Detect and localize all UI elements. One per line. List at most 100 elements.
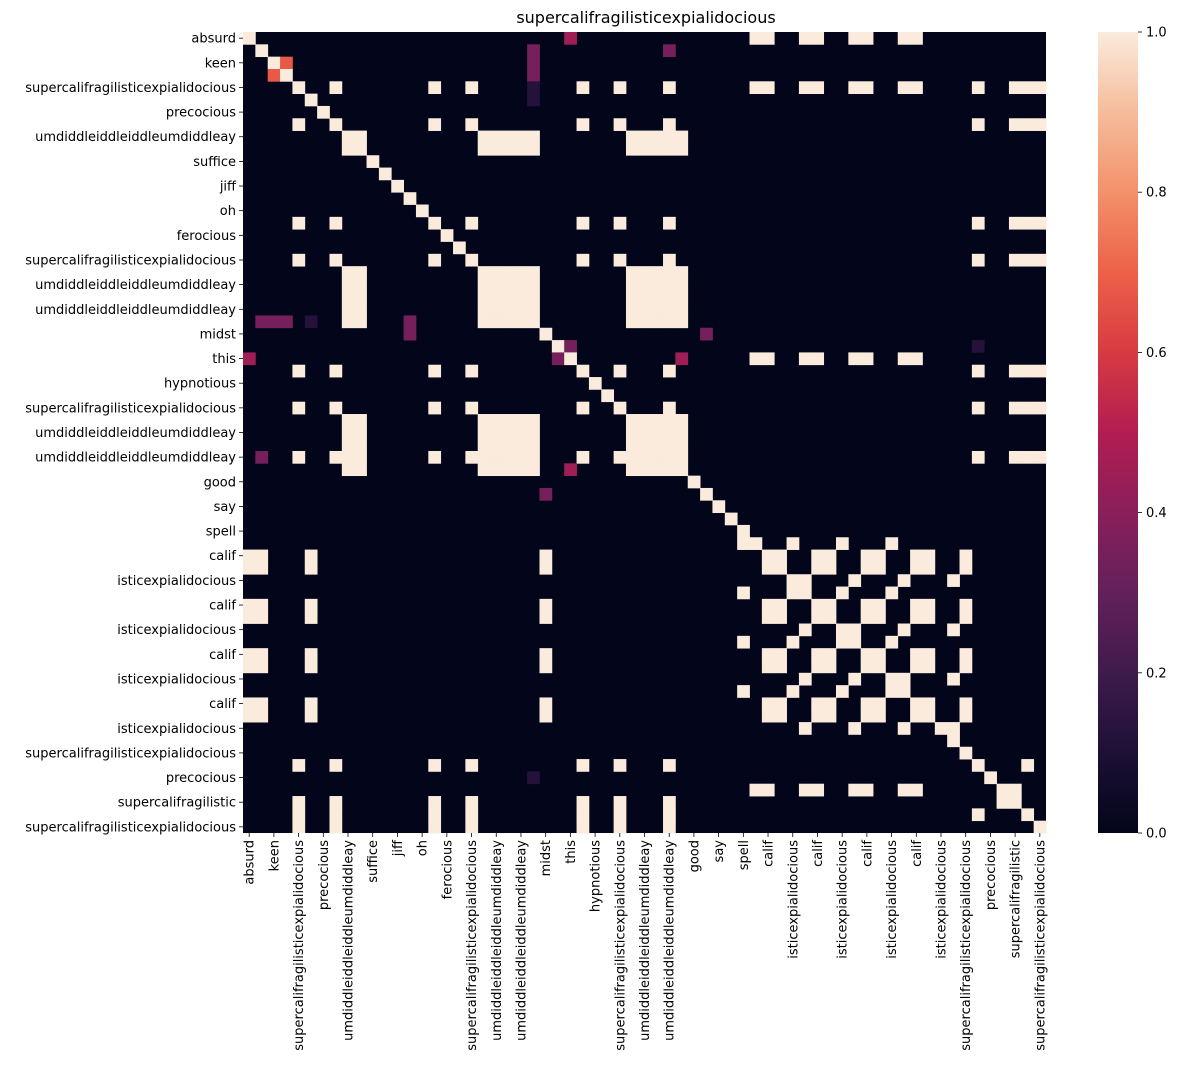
heatmap-cell [848, 81, 862, 95]
heatmap-cell [749, 783, 763, 797]
heatmap-cell [663, 216, 676, 230]
x-axis-ticks: absurd keen supercalifragilisticexpialidoc… [243, 833, 1048, 1051]
heatmap-cell [947, 623, 960, 637]
heatmap-cell [1021, 253, 1035, 267]
heatmap-cell [527, 315, 540, 329]
x-tick-label: umdiddleiddleiddleumdiddleay [638, 840, 653, 1041]
heatmap-cell [490, 414, 503, 427]
heatmap-cell [539, 549, 553, 563]
heatmap-cell [490, 290, 503, 304]
y-tick-label: calif [209, 549, 236, 564]
x-tick-label: calif [910, 840, 925, 867]
heatmap-cell [304, 93, 318, 107]
heatmap-cell [527, 438, 540, 452]
heatmap-cell [514, 438, 528, 452]
heatmap-cell [638, 414, 652, 427]
heatmap-cell [329, 759, 343, 772]
y-tick-label: isticexpialidocious [117, 623, 236, 638]
heatmap-cell [539, 598, 553, 612]
heatmap-cell [638, 290, 652, 304]
heatmap-cell [1008, 364, 1022, 378]
heatmap-cell [477, 130, 491, 144]
heatmap-cell [292, 808, 306, 822]
y-tick-label: isticexpialidocious [117, 722, 236, 737]
heatmap-cell [564, 352, 577, 366]
heatmap-cell [539, 648, 553, 661]
heatmap-cell [502, 463, 516, 477]
heatmap-cell [947, 672, 960, 686]
heatmap-cell [848, 783, 862, 797]
heatmap-cell [613, 759, 627, 772]
heatmap-cell [465, 820, 479, 834]
heatmap-cell [502, 438, 516, 452]
heatmap-cell [354, 438, 367, 452]
heatmap-cell [860, 32, 874, 45]
heatmap-cell [477, 463, 491, 477]
heatmap-cell [465, 118, 479, 131]
heatmap-cell [329, 820, 343, 834]
heatmap-cell [564, 32, 577, 45]
heatmap-cell [613, 81, 627, 95]
heatmap-cell [527, 278, 540, 292]
heatmap-cell [490, 278, 503, 292]
heatmap-cell [366, 155, 380, 168]
heatmap-cell [947, 722, 960, 735]
heatmap-cell [811, 549, 825, 563]
heatmap-cell [329, 118, 343, 131]
heatmap-cell [477, 303, 491, 316]
heatmap-cell [650, 290, 664, 304]
heatmap-cell [675, 438, 689, 452]
heatmap-cell [341, 290, 355, 304]
heatmap-cell [527, 266, 540, 279]
heatmap-cell [527, 771, 540, 785]
heatmap-cell [1008, 81, 1022, 95]
heatmap-cell [897, 574, 911, 587]
x-tick-label: umdiddleiddleiddleumdiddleay [490, 840, 505, 1041]
heatmap-cell [922, 549, 936, 563]
heatmap-cell [453, 241, 466, 255]
heatmap-cell [255, 598, 269, 612]
heatmap-cell [910, 660, 923, 674]
heatmap-cell [341, 278, 355, 292]
heatmap-cell [292, 253, 306, 267]
heatmap-cell [428, 796, 442, 809]
heatmap-cell [910, 32, 923, 45]
heatmap-cell [304, 660, 318, 674]
heatmap-cell [255, 549, 269, 563]
heatmap-cell [354, 130, 367, 144]
heatmap-cell [564, 463, 577, 477]
heatmap-cell [564, 340, 577, 353]
x-tick-label: umdiddleiddleiddleumdiddleay [514, 840, 529, 1041]
heatmap-cell [959, 660, 973, 674]
heatmap-cell [885, 537, 899, 550]
x-tick-label: good [687, 840, 702, 872]
heatmap-cell [576, 796, 590, 809]
x-tick-label: ferocious [440, 840, 455, 900]
heatmap-cell [341, 130, 355, 144]
y-tick-label: calif [209, 697, 236, 712]
heatmap-cell [440, 229, 454, 242]
heatmap-cell [971, 364, 985, 378]
heatmap-cell [663, 142, 676, 156]
heatmap-cell [910, 709, 923, 723]
heatmap-cell [761, 352, 775, 366]
heatmap-cell [873, 709, 886, 723]
heatmap-cell [848, 623, 862, 637]
heatmap-cell [823, 598, 837, 612]
heatmap-cell [786, 586, 800, 600]
heatmap-cell [663, 796, 676, 809]
heatmap-cell [292, 216, 306, 230]
y-tick-label: umdiddleiddleiddleumdiddleay [35, 451, 236, 466]
heatmap-cell [737, 635, 750, 649]
heatmap-cell [465, 81, 479, 95]
y-tick-label: jiff [219, 180, 237, 195]
heatmap-cell [280, 68, 293, 82]
heatmap-cell [835, 586, 849, 600]
heatmap-cell [774, 697, 787, 711]
heatmap-cell [663, 266, 676, 279]
heatmap-cell [650, 303, 664, 316]
heatmap-cell [465, 253, 479, 267]
heatmap-cell [848, 574, 862, 587]
heatmap-cell [514, 266, 528, 279]
